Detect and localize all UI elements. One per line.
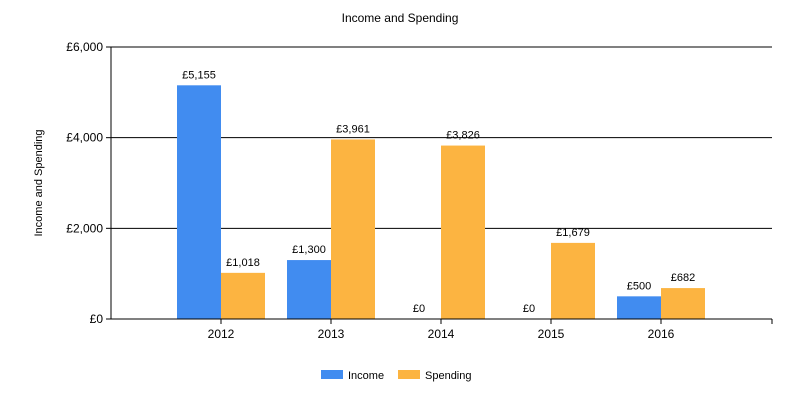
bar-spending-2014 [441, 145, 485, 319]
data-labels: £5,155 £1,018 £1,300 £3,961 £0 £3,826 £0 £1,679… [182, 69, 695, 315]
tick-labels: £0 £2,000 £4,000 £6,000 2012 2013 2014 2015 2016 [66, 40, 674, 341]
data-label-spending-2016: £682 [671, 272, 695, 284]
legend-label-spending: Spending [425, 370, 472, 382]
y-axis-label: Income and Spending [33, 129, 45, 236]
bar-income-2013 [287, 260, 331, 319]
legend: Income Spending [321, 370, 472, 382]
data-label-income-2016: £500 [627, 280, 651, 292]
bars [177, 85, 705, 319]
y-tick-label: £4,000 [66, 131, 103, 145]
x-tick-label: 2016 [648, 327, 675, 341]
data-label-income-2013: £1,300 [292, 244, 326, 256]
data-label-income-2012: £5,155 [182, 69, 216, 81]
x-tick-label: 2012 [208, 327, 235, 341]
bar-spending-2016 [661, 288, 705, 319]
data-label-spending-2014: £3,826 [446, 130, 480, 142]
legend-label-income: Income [348, 370, 384, 382]
data-label-spending-2012: £1,018 [226, 257, 260, 269]
axes [106, 46, 773, 324]
bar-spending-2012 [221, 272, 265, 319]
bar-income-2016 [617, 296, 661, 319]
data-label-income-2014: £0 [413, 303, 425, 315]
bar-spending-2013 [331, 139, 375, 319]
x-tick-label: 2015 [538, 327, 565, 341]
chart-title: Income and Spending [342, 11, 459, 25]
y-tick-label: £0 [90, 312, 104, 326]
bar-spending-2015 [551, 242, 595, 319]
bar-income-2012 [177, 85, 221, 319]
legend-swatch-spending [398, 370, 420, 379]
data-label-spending-2015: £1,679 [556, 227, 590, 239]
x-tick-label: 2013 [318, 327, 345, 341]
y-tick-label: £2,000 [66, 221, 103, 235]
x-tick-label: 2014 [428, 327, 455, 341]
legend-swatch-income [321, 370, 343, 379]
data-label-income-2015: £0 [523, 303, 535, 315]
data-label-spending-2013: £3,961 [336, 123, 370, 135]
y-tick-label: £6,000 [66, 40, 103, 54]
